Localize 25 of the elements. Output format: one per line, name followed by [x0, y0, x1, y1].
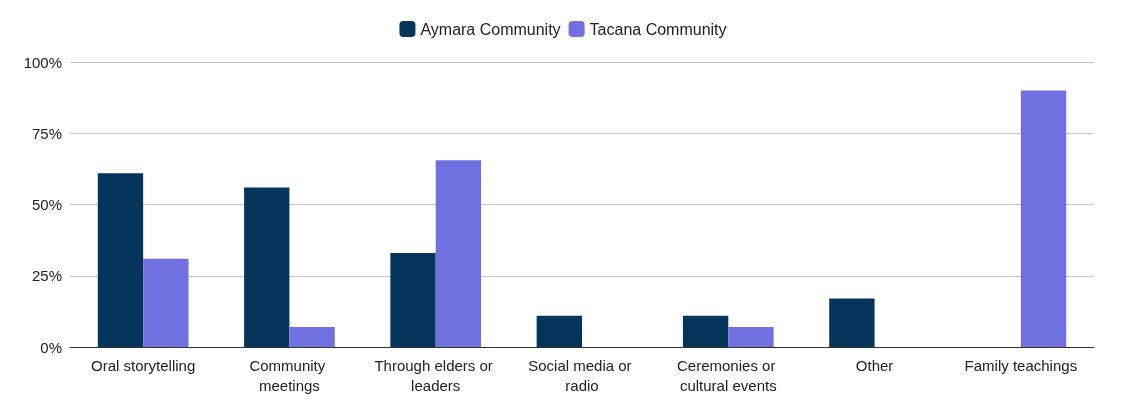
x-tick-label: Community meetings [249, 356, 330, 394]
bar [829, 298, 875, 347]
y-tick-label: 25% [31, 267, 62, 285]
bar [390, 252, 436, 347]
bar [536, 315, 582, 347]
x-tick-label: Through elders or leaders [374, 356, 497, 394]
bar [97, 173, 144, 347]
y-tick-label: 50% [31, 196, 62, 213]
bar [682, 315, 729, 347]
bar [289, 327, 335, 347]
bar [143, 258, 189, 347]
y-tick-label: 75% [31, 124, 62, 142]
legend-label: Tacana Community [589, 20, 727, 38]
x-tick-label: Oral storytelling [91, 356, 196, 374]
bar [728, 327, 774, 347]
y-tick-label: 0% [40, 338, 62, 356]
bar [1020, 90, 1067, 347]
legend-label: Aymara Community [420, 20, 561, 38]
x-tick-label: Ceremonies or cultural events [677, 356, 780, 394]
x-tick-label: Family teachings [964, 356, 1078, 374]
bar [435, 160, 482, 347]
bar [244, 187, 290, 347]
x-tick-label: Social media or radio [528, 356, 636, 394]
y-tick-label: 100% [23, 53, 62, 71]
x-tick-label: Other [855, 356, 894, 374]
